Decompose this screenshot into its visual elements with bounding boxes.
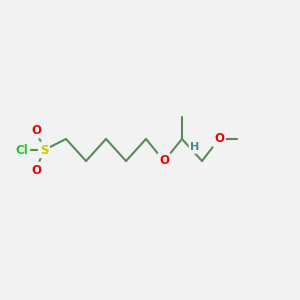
Text: O: O (31, 164, 41, 176)
Text: H: H (190, 142, 200, 152)
Text: O: O (159, 154, 169, 167)
Text: O: O (214, 133, 224, 146)
Text: O: O (31, 124, 41, 136)
Text: S: S (40, 143, 48, 157)
Text: Cl: Cl (16, 143, 28, 157)
